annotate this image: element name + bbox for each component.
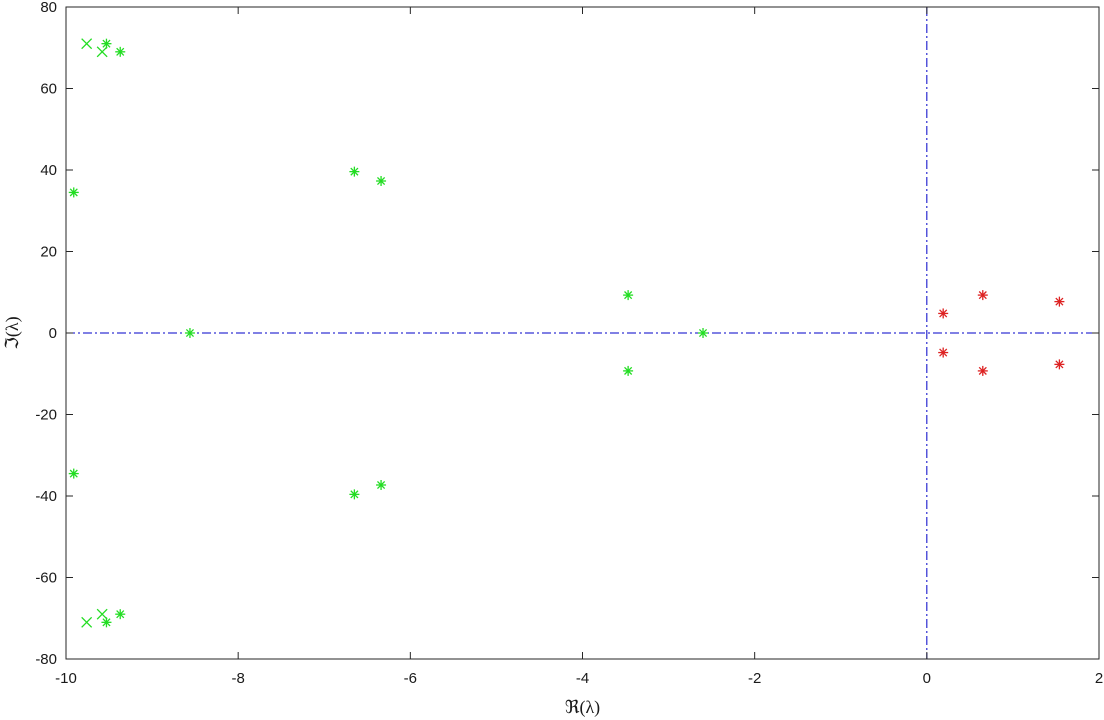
asterisk-marker-point <box>623 365 634 376</box>
y-tick-label: -40 <box>35 488 57 505</box>
asterisk-marker-point <box>623 290 634 301</box>
x-tick-label: 2 <box>1095 670 1103 687</box>
asterisk-marker-point <box>349 489 360 500</box>
asterisk-marker-point <box>977 365 988 376</box>
asterisk-marker-point <box>101 38 112 49</box>
x-marker-point <box>81 616 93 628</box>
x-tick-labels: -10 -8 -6 -4 -2 0 2 <box>55 670 1103 687</box>
asterisk-marker-point <box>1054 296 1065 307</box>
x-tick-label: -8 <box>231 670 244 687</box>
asterisk-marker-point <box>376 479 387 490</box>
y-tick-label: 60 <box>40 81 57 98</box>
asterisk-marker-point <box>1054 359 1065 370</box>
asterisk-marker-point <box>68 187 79 198</box>
asterisk-marker-point <box>115 609 126 620</box>
y-tick-label: -60 <box>35 570 57 587</box>
asterisk-marker-point <box>977 290 988 301</box>
y-tick-label: 40 <box>40 162 57 179</box>
x-tick-label: -10 <box>55 670 77 687</box>
asterisk-marker-point <box>376 176 387 187</box>
x-tick-label: -2 <box>748 670 761 687</box>
y-tick-label: -20 <box>35 407 57 424</box>
asterisk-marker-point <box>938 347 949 358</box>
asterisk-marker-point <box>101 617 112 628</box>
x-tick-label: 0 <box>923 670 931 687</box>
axis-ticks <box>65 6 1100 660</box>
reference-lines <box>66 7 1099 659</box>
y-tick-label: -80 <box>35 651 57 668</box>
asterisk-marker-point <box>68 468 79 479</box>
asterisk-marker-point <box>349 166 360 177</box>
y-tick-label: 0 <box>49 325 57 342</box>
x-tick-label: -6 <box>404 670 417 687</box>
y-axis-label: ℑ(λ) <box>2 316 23 349</box>
x-tick-label: -4 <box>576 670 589 687</box>
asterisk-marker-point <box>184 328 195 338</box>
y-tick-labels: -80 -60 -40 -20 0 20 40 60 80 <box>35 0 57 668</box>
x-marker-point <box>96 46 108 58</box>
asterisk-marker-point <box>698 328 709 338</box>
asterisk-marker-point <box>938 308 949 319</box>
data-markers <box>68 38 1065 628</box>
y-tick-label: 20 <box>40 244 57 261</box>
x-marker-point <box>81 38 93 50</box>
asterisk-marker-point <box>115 46 126 57</box>
y-tick-label: 80 <box>40 0 57 16</box>
x-axis-label: ℜ(λ) <box>565 697 600 718</box>
x-marker-point <box>96 608 108 620</box>
